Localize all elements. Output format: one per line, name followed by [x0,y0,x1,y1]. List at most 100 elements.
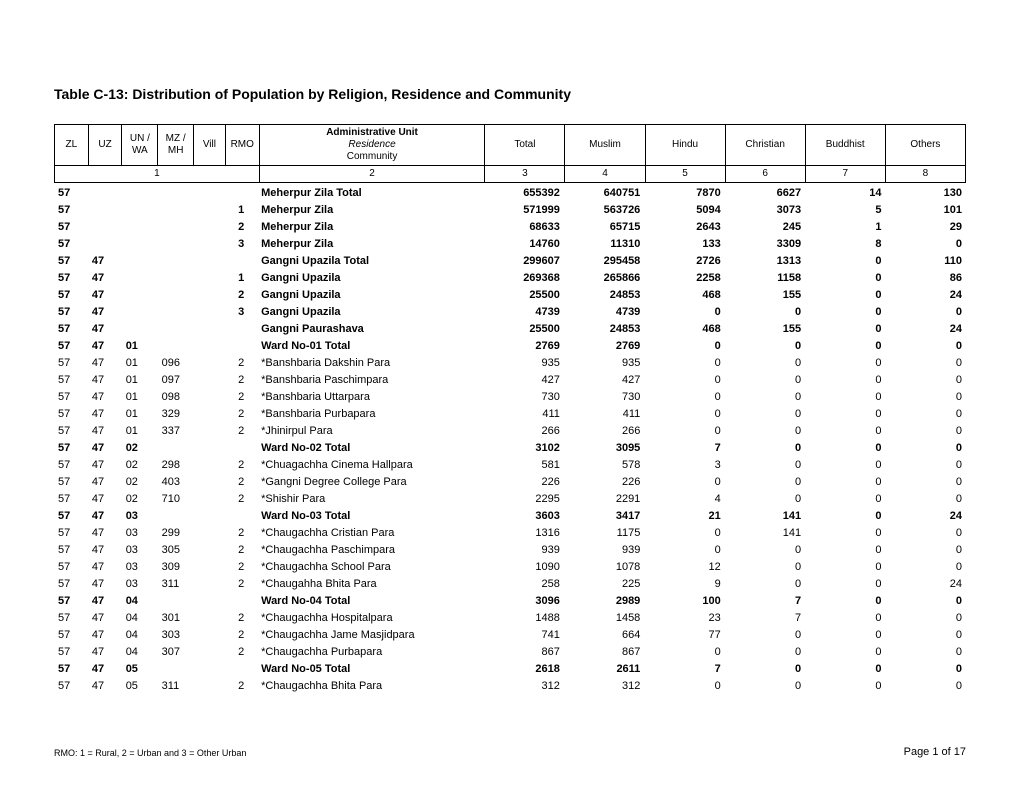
cell-muslim: 3417 [564,508,644,525]
cell-christian: 0 [725,678,805,695]
cell-christian: 0 [725,474,805,491]
cell-hindu: 0 [644,338,724,355]
cell-zl: 57 [54,321,88,338]
cell-others: 0 [886,440,966,457]
cell-christian: 3309 [725,236,805,253]
cell-hindu: 2726 [644,253,724,270]
cell-buddhist: 0 [805,338,885,355]
cell-uz: 47 [88,372,122,389]
cell-zl: 57 [54,423,88,440]
cell-christian: 0 [725,644,805,661]
table-row: 57Meherpur Zila Total6553926407517870662… [54,185,966,202]
cell-others: 0 [886,236,966,253]
group-num-5: 5 [645,166,725,183]
cell-vill [194,474,226,491]
cell-mh [158,270,194,287]
cell-rmo [225,253,257,270]
table-row: 574705Ward No-05 Total261826117000 [54,661,966,678]
cell-muslim: 1078 [564,559,644,576]
cell-muslim: 1175 [564,525,644,542]
cell-mh [158,253,194,270]
cell-buddhist: 0 [805,440,885,457]
cell-admin: Ward No-04 Total [257,593,483,610]
cell-wa: 04 [122,627,158,644]
cell-christian: 0 [725,661,805,678]
cell-rmo: 2 [225,644,257,661]
col-header-christian: Christian [725,125,805,166]
cell-buddhist: 0 [805,321,885,338]
cell-hindu: 9 [644,576,724,593]
cell-vill [194,661,226,678]
cell-zl: 57 [54,627,88,644]
cell-wa [122,304,158,321]
admin-line3: Community [347,151,398,162]
cell-mh [158,202,194,219]
cell-buddhist: 0 [805,576,885,593]
cell-total: 939 [484,542,564,559]
cell-wa: 05 [122,678,158,695]
admin-line2: Residence [348,139,395,150]
cell-muslim: 867 [564,644,644,661]
cell-admin: Gangni Upazila Total [257,253,483,270]
cell-buddhist: 0 [805,372,885,389]
cell-mh: 303 [158,627,194,644]
cell-total: 1090 [484,559,564,576]
cell-rmo: 2 [225,355,257,372]
cell-mh [158,508,194,525]
cell-buddhist: 0 [805,627,885,644]
cell-admin: *Shishir Para [257,491,483,508]
cell-total: 258 [484,576,564,593]
cell-muslim: 578 [564,457,644,474]
cell-uz: 47 [88,576,122,593]
cell-wa: 03 [122,525,158,542]
cell-admin: *Gangni Degree College Para [257,474,483,491]
table-row: 5747043012*Chaugachha Hospitalpara148814… [54,610,966,627]
table-row: 5747022982*Chuagachha Cinema Hallpara581… [54,457,966,474]
cell-total: 14760 [484,236,564,253]
cell-wa [122,270,158,287]
cell-vill [194,321,226,338]
cell-mh: 311 [158,678,194,695]
cell-vill [194,219,226,236]
cell-rmo: 2 [225,559,257,576]
cell-wa: 05 [122,661,158,678]
cell-admin: Meherpur Zila [257,219,483,236]
cell-mh: 301 [158,610,194,627]
cell-admin: *Chaugachha Paschimpara [257,542,483,559]
cell-uz: 47 [88,678,122,695]
cell-admin: Ward No-03 Total [257,508,483,525]
cell-others: 0 [886,559,966,576]
page-number: Page 1 of 17 [904,746,966,758]
cell-buddhist: 0 [805,457,885,474]
cell-mh: 298 [158,457,194,474]
table-row: 5747027102*Shishir Para229522914000 [54,491,966,508]
cell-christian: 3073 [725,202,805,219]
cell-hindu: 468 [644,287,724,304]
cell-total: 226 [484,474,564,491]
cell-vill [194,457,226,474]
cell-vill [194,423,226,440]
table-row: 5747010972*Banshbaria Paschimpara4274270… [54,372,966,389]
cell-hindu: 100 [644,593,724,610]
cell-wa [122,236,158,253]
cell-buddhist: 0 [805,610,885,627]
cell-muslim: 640751 [564,185,644,202]
cell-admin: *Banshbaria Purbapara [257,406,483,423]
cell-zl: 57 [54,219,88,236]
cell-christian: 1158 [725,270,805,287]
cell-uz [88,185,122,202]
cell-vill [194,508,226,525]
cell-mh [158,287,194,304]
cell-mh [158,236,194,253]
cell-admin: Gangni Upazila [257,270,483,287]
cell-rmo: 2 [225,542,257,559]
cell-vill [194,678,226,695]
cell-hindu: 77 [644,627,724,644]
cell-uz: 47 [88,270,122,287]
cell-christian: 0 [725,389,805,406]
admin-line1: Administrative Unit [326,127,418,138]
cell-rmo: 2 [225,627,257,644]
cell-uz: 47 [88,610,122,627]
table-row: 5747033092*Chaugachha School Para1090107… [54,559,966,576]
col-header-buddhist: Buddhist [805,125,885,166]
